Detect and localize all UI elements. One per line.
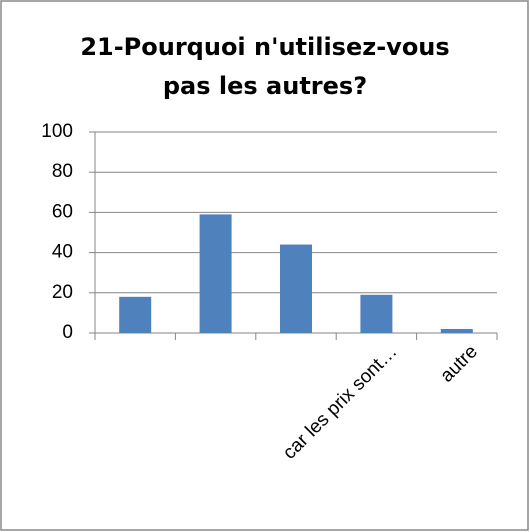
bar	[360, 294, 393, 333]
bar	[280, 244, 312, 333]
y-tick-label: 40	[52, 242, 73, 263]
y-tick-label: 60	[52, 201, 73, 222]
bar	[119, 296, 152, 333]
chart-title: 21-Pourquoi n'utilisez-vous pas les autr…	[80, 33, 450, 100]
y-tick-label: 80	[52, 161, 73, 182]
y-tick-label: 0	[62, 322, 73, 343]
bar	[199, 214, 232, 333]
y-tick-label: 100	[41, 121, 73, 142]
y-tick-label: 20	[52, 282, 73, 303]
bar	[440, 328, 473, 333]
